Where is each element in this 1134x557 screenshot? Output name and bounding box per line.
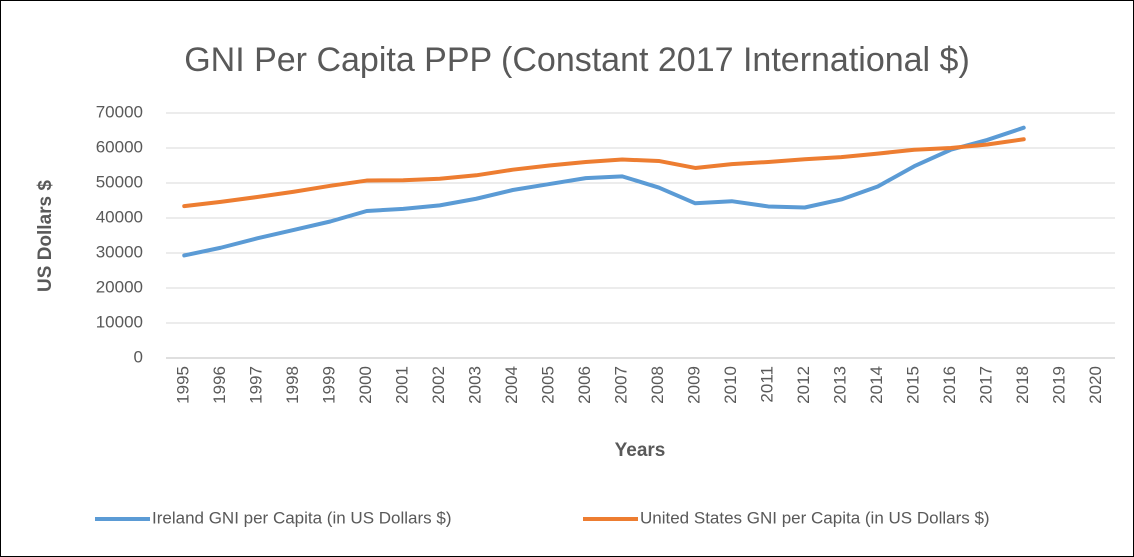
x-tick-label: 2000 bbox=[356, 366, 375, 404]
x-tick-label: 1995 bbox=[174, 366, 193, 404]
x-tick-label: 2008 bbox=[648, 366, 667, 404]
y-tick-label: 40000 bbox=[96, 207, 143, 226]
y-axis-label: US Dollars $ bbox=[35, 180, 56, 292]
y-tick-label: 20000 bbox=[96, 277, 143, 296]
x-tick-label: 2013 bbox=[831, 366, 850, 404]
x-tick-label: 2015 bbox=[904, 366, 923, 404]
x-tick-label: 1999 bbox=[320, 366, 339, 404]
x-tick-label: 1998 bbox=[283, 366, 302, 404]
x-tick-label: 2014 bbox=[867, 366, 886, 404]
x-tick-label: 2009 bbox=[685, 366, 704, 404]
series-line bbox=[182, 125, 1026, 258]
x-axis-label: Years bbox=[615, 440, 666, 461]
x-tick-label: 2006 bbox=[575, 366, 594, 404]
x-tick-label: 2018 bbox=[1013, 366, 1032, 404]
x-tick-label: 2003 bbox=[466, 366, 485, 404]
y-tick-label: 10000 bbox=[96, 312, 143, 331]
x-tick-label: 1996 bbox=[210, 366, 229, 404]
y-tick-label: 70000 bbox=[96, 102, 143, 121]
x-tick-label: 2007 bbox=[612, 366, 631, 404]
legend-label: Ireland GNI per Capita (in US Dollars $) bbox=[152, 508, 452, 527]
y-tick-label: 60000 bbox=[96, 137, 143, 156]
x-tick-label: 1997 bbox=[247, 366, 266, 404]
x-tick-label: 2012 bbox=[794, 366, 813, 404]
x-tick-label: 2016 bbox=[940, 366, 959, 404]
x-tick-label: 2010 bbox=[721, 366, 740, 404]
x-tick-label: 2001 bbox=[393, 366, 412, 404]
x-tick-label: 2004 bbox=[502, 366, 521, 404]
x-tick-label: 2019 bbox=[1050, 366, 1069, 404]
y-tick-label: 30000 bbox=[96, 242, 143, 261]
x-tick-label: 2020 bbox=[1086, 366, 1105, 404]
x-tick-label: 2002 bbox=[429, 366, 448, 404]
x-tick-label: 2017 bbox=[977, 366, 996, 404]
y-tick-label: 0 bbox=[134, 347, 143, 366]
x-tick-label: 2011 bbox=[758, 366, 777, 403]
x-tick-label: 2005 bbox=[539, 366, 558, 404]
series-line bbox=[182, 137, 1026, 209]
chart-title: GNI Per Capita PPP (Constant 2017 Intern… bbox=[184, 41, 970, 79]
legend-label: United States GNI per Capita (in US Doll… bbox=[640, 508, 990, 527]
y-tick-label: 50000 bbox=[96, 172, 143, 191]
